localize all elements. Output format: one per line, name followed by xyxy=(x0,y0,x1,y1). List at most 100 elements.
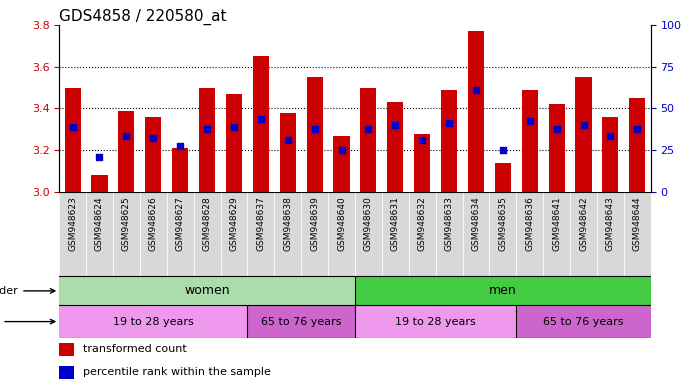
Bar xyxy=(86,192,113,276)
Text: men: men xyxy=(489,285,516,297)
Bar xyxy=(355,276,651,305)
Point xyxy=(336,147,347,153)
Text: GSM948642: GSM948642 xyxy=(579,196,588,251)
Bar xyxy=(624,192,651,276)
Text: GSM948643: GSM948643 xyxy=(606,196,615,251)
Bar xyxy=(199,88,215,192)
Point xyxy=(498,147,509,153)
Bar xyxy=(113,192,140,276)
Bar xyxy=(333,136,349,192)
Bar xyxy=(328,192,355,276)
Point xyxy=(67,124,78,130)
Bar xyxy=(516,305,651,338)
Text: GSM948632: GSM948632 xyxy=(418,196,427,251)
Bar xyxy=(436,192,463,276)
Bar xyxy=(59,366,74,379)
Text: GSM948637: GSM948637 xyxy=(256,196,265,251)
Bar xyxy=(247,305,355,338)
Bar xyxy=(140,192,167,276)
Point xyxy=(228,124,239,130)
Point xyxy=(121,132,132,139)
Text: GSM948623: GSM948623 xyxy=(68,196,77,251)
Text: gender: gender xyxy=(0,286,55,296)
Bar xyxy=(59,276,355,305)
Bar xyxy=(522,90,538,192)
Bar xyxy=(516,192,543,276)
Point xyxy=(390,122,401,128)
Text: GSM948624: GSM948624 xyxy=(95,196,104,251)
Bar xyxy=(172,148,188,192)
Text: 65 to 76 years: 65 to 76 years xyxy=(544,316,624,327)
Bar xyxy=(570,192,597,276)
Bar xyxy=(548,104,564,192)
Text: percentile rank within the sample: percentile rank within the sample xyxy=(83,367,271,377)
Text: GSM948639: GSM948639 xyxy=(310,196,319,251)
Text: GSM948635: GSM948635 xyxy=(498,196,507,251)
Text: GSM948626: GSM948626 xyxy=(149,196,158,251)
Bar xyxy=(274,192,301,276)
Bar xyxy=(59,343,74,356)
Point xyxy=(470,87,482,93)
Bar xyxy=(495,163,511,192)
Point xyxy=(605,132,616,139)
Text: GSM948633: GSM948633 xyxy=(445,196,454,251)
Bar xyxy=(59,305,247,338)
Text: GDS4858 / 220580_at: GDS4858 / 220580_at xyxy=(59,9,227,25)
Bar xyxy=(221,192,247,276)
Point xyxy=(309,126,320,132)
Bar xyxy=(118,111,134,192)
Point xyxy=(551,126,562,132)
Point xyxy=(363,126,374,132)
Point xyxy=(578,122,589,128)
Bar xyxy=(355,305,516,338)
Point xyxy=(632,126,643,132)
Text: GSM948631: GSM948631 xyxy=(390,196,400,251)
Text: GSM948634: GSM948634 xyxy=(471,196,480,251)
Text: GSM948638: GSM948638 xyxy=(283,196,292,251)
Bar xyxy=(597,192,624,276)
Bar xyxy=(441,90,457,192)
Text: transformed count: transformed count xyxy=(83,344,187,354)
Bar xyxy=(167,192,193,276)
Text: GSM948640: GSM948640 xyxy=(337,196,346,251)
Bar xyxy=(355,192,382,276)
Bar xyxy=(576,77,592,192)
Point xyxy=(443,120,454,126)
Point xyxy=(255,116,267,122)
Text: GSM948627: GSM948627 xyxy=(175,196,184,251)
Bar xyxy=(193,192,221,276)
Point xyxy=(282,137,293,143)
Text: GSM948636: GSM948636 xyxy=(525,196,535,251)
Text: GSM948644: GSM948644 xyxy=(633,196,642,251)
Text: 65 to 76 years: 65 to 76 years xyxy=(261,316,342,327)
Bar xyxy=(306,77,323,192)
Bar xyxy=(409,192,436,276)
Text: age: age xyxy=(0,316,55,327)
Bar xyxy=(489,192,516,276)
Bar xyxy=(301,192,328,276)
Bar xyxy=(91,175,108,192)
Bar xyxy=(226,94,242,192)
Bar xyxy=(543,192,570,276)
Text: GSM948625: GSM948625 xyxy=(122,196,131,251)
Point xyxy=(202,126,213,132)
Text: 19 to 28 years: 19 to 28 years xyxy=(395,316,476,327)
Bar xyxy=(602,117,619,192)
Bar xyxy=(382,192,409,276)
Bar xyxy=(59,192,86,276)
Bar xyxy=(280,113,296,192)
Bar xyxy=(145,117,161,192)
Point xyxy=(148,135,159,141)
Bar xyxy=(247,192,274,276)
Bar xyxy=(468,31,484,192)
Point xyxy=(94,154,105,160)
Text: GSM948628: GSM948628 xyxy=(203,196,212,251)
Bar xyxy=(463,192,489,276)
Text: women: women xyxy=(184,285,230,297)
Bar xyxy=(629,98,645,192)
Point xyxy=(175,143,186,149)
Text: GSM948630: GSM948630 xyxy=(364,196,373,251)
Text: GSM948641: GSM948641 xyxy=(552,196,561,251)
Text: GSM948629: GSM948629 xyxy=(230,196,239,251)
Point xyxy=(417,137,428,143)
